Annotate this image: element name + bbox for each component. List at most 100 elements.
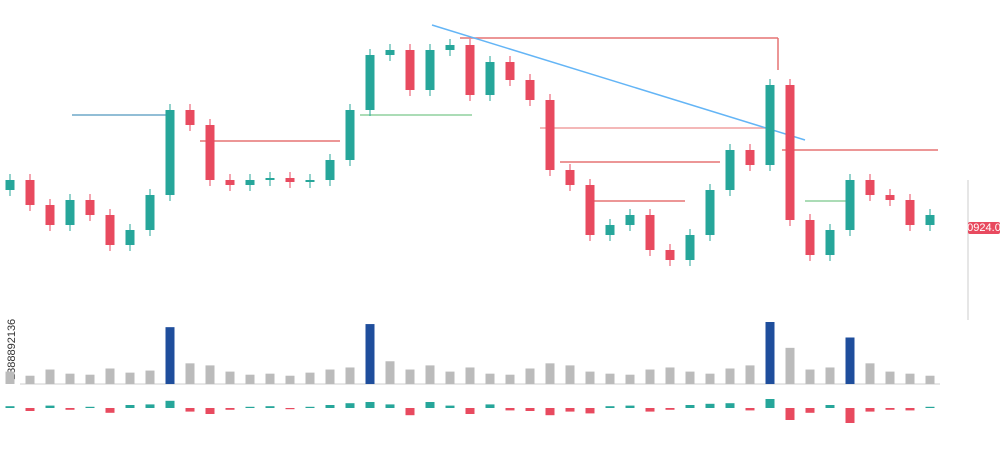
volume-bar bbox=[585, 371, 595, 384]
volume-bar bbox=[285, 375, 295, 384]
volume-bar bbox=[805, 369, 815, 384]
volume-bar bbox=[5, 371, 15, 384]
delta-bar bbox=[105, 408, 115, 413]
volume-bar bbox=[345, 367, 355, 384]
candle-body bbox=[25, 180, 35, 205]
volume-bar bbox=[145, 370, 155, 384]
candle-body bbox=[365, 55, 375, 110]
delta-bar bbox=[685, 405, 695, 408]
volume-bar bbox=[765, 322, 775, 384]
delta-bar bbox=[905, 408, 915, 411]
volume-bar bbox=[165, 327, 175, 384]
delta-bar bbox=[5, 406, 15, 408]
volume-bar bbox=[205, 365, 215, 384]
volume-bar bbox=[305, 372, 315, 384]
volume-bar bbox=[865, 363, 875, 384]
candle-body bbox=[745, 150, 755, 165]
delta-bar bbox=[885, 408, 895, 410]
volume-bar bbox=[225, 371, 235, 384]
delta-bar bbox=[65, 408, 75, 410]
candle-body bbox=[345, 110, 355, 160]
candle-body bbox=[825, 230, 835, 255]
candle-body bbox=[245, 180, 255, 185]
candle-body bbox=[865, 180, 875, 195]
candle-body bbox=[805, 220, 815, 255]
delta-bar bbox=[505, 408, 515, 411]
volume-bar bbox=[245, 374, 255, 384]
candle-body bbox=[65, 200, 75, 225]
delta-bar bbox=[725, 403, 735, 408]
candle-body bbox=[545, 100, 555, 170]
delta-bar bbox=[265, 406, 275, 408]
candle-body bbox=[605, 225, 615, 235]
candle-body bbox=[645, 215, 655, 250]
volume-bar bbox=[525, 368, 535, 384]
candle-body bbox=[505, 62, 515, 80]
delta-bar bbox=[425, 402, 435, 408]
delta-bar bbox=[665, 408, 675, 410]
delta-bar bbox=[805, 408, 815, 413]
delta-bar bbox=[305, 406, 315, 408]
price-label-box bbox=[968, 222, 1000, 234]
candle-body bbox=[85, 200, 95, 215]
candle-body bbox=[205, 125, 215, 180]
volume-bar bbox=[885, 371, 895, 384]
volume-bar bbox=[485, 373, 495, 384]
candle-body bbox=[325, 160, 335, 180]
delta-bar bbox=[405, 408, 415, 416]
volume-bar bbox=[265, 373, 275, 384]
volume-bar bbox=[625, 374, 635, 384]
volume-bar bbox=[405, 369, 415, 384]
id-text: 1388892136 bbox=[6, 319, 18, 380]
candle-body bbox=[585, 185, 595, 235]
delta-bar bbox=[325, 405, 335, 408]
volume-bar bbox=[745, 365, 755, 384]
volume-bar bbox=[425, 365, 435, 384]
delta-bar bbox=[365, 402, 375, 408]
candle-body bbox=[885, 195, 895, 200]
volume-bar bbox=[125, 372, 135, 384]
candle-body bbox=[785, 85, 795, 220]
volume-bar bbox=[705, 373, 715, 384]
candle-body bbox=[45, 205, 55, 225]
delta-bar bbox=[345, 403, 355, 408]
delta-bar bbox=[285, 408, 295, 410]
delta-bar bbox=[645, 408, 655, 412]
volume-bar bbox=[725, 368, 735, 384]
candle-body bbox=[705, 190, 715, 235]
candle-body bbox=[165, 110, 175, 195]
candle-body bbox=[485, 62, 495, 95]
candle-body bbox=[265, 178, 275, 180]
candle-body bbox=[905, 200, 915, 225]
delta-bar bbox=[825, 405, 835, 408]
candle-body bbox=[105, 215, 115, 245]
delta-bar bbox=[545, 408, 555, 416]
volume-bar bbox=[565, 365, 575, 384]
candle-body bbox=[185, 110, 195, 125]
delta-bar bbox=[925, 406, 935, 408]
delta-bar bbox=[205, 408, 215, 414]
delta-bar bbox=[125, 405, 135, 408]
volume-bar bbox=[325, 369, 335, 384]
delta-bar bbox=[585, 408, 595, 414]
delta-bar bbox=[605, 406, 615, 408]
volume-bar bbox=[905, 373, 915, 384]
delta-bar bbox=[225, 408, 235, 410]
delta-bar bbox=[845, 408, 855, 423]
volume-bar bbox=[825, 367, 835, 384]
volume-bar bbox=[385, 361, 395, 384]
volume-bar bbox=[465, 367, 475, 384]
candle-body bbox=[445, 45, 455, 50]
delta-bar bbox=[145, 404, 155, 408]
candle-body bbox=[425, 50, 435, 90]
delta-bar bbox=[625, 405, 635, 408]
delta-bar bbox=[705, 403, 715, 408]
volume-bar bbox=[85, 374, 95, 384]
candle-body bbox=[565, 170, 575, 185]
delta-bar bbox=[445, 405, 455, 408]
volume-bar bbox=[505, 374, 515, 384]
candle-body bbox=[5, 180, 15, 190]
candle-body bbox=[405, 50, 415, 90]
delta-bar bbox=[385, 404, 395, 408]
